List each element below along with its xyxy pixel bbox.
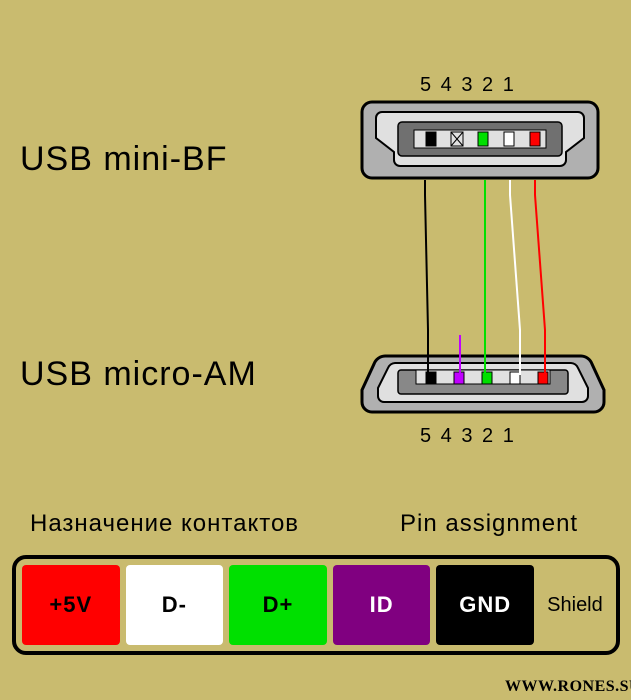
legend-title-right: Pin assignment — [400, 510, 578, 538]
legend-swatch: D- — [126, 565, 224, 645]
legend-title-left: Назначение контактов — [30, 510, 299, 538]
legend-swatch: GND — [436, 565, 534, 645]
legend-swatch: +5V — [22, 565, 120, 645]
legend-swatch: ID — [333, 565, 431, 645]
legend-box: +5VD-D+IDGNDShield — [12, 555, 620, 655]
credit-text: WWW.RONES.SU — [505, 678, 631, 696]
legend-swatch: D+ — [229, 565, 327, 645]
legend-shield-label: Shield — [540, 565, 610, 645]
